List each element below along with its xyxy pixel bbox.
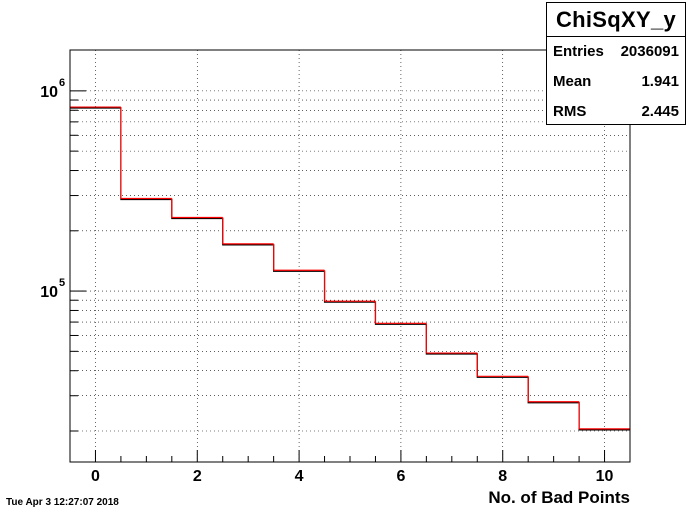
x-tick-label: 6 <box>396 468 405 485</box>
y-tick-base: 10 <box>40 284 58 301</box>
grid-lines <box>70 50 630 462</box>
y-tick-exponent: 5 <box>59 277 65 289</box>
x-tick-label: 2 <box>193 468 202 485</box>
y-tick-exponent: 6 <box>59 77 65 89</box>
stats-row-entries: Entries 2036091 <box>547 37 685 67</box>
stats-box: ChiSqXY_y Entries 2036091 Mean 1.941 RMS… <box>546 2 686 125</box>
stats-label: RMS <box>553 103 587 120</box>
stats-value: 1.941 <box>641 73 679 90</box>
x-axis-label: No. of Bad Points <box>488 488 630 507</box>
stats-title: ChiSqXY_y <box>547 3 685 37</box>
x-tick-label: 10 <box>596 468 614 485</box>
histogram-outline <box>70 107 630 431</box>
stats-label: Entries <box>553 43 604 60</box>
y-tick-label: 106 <box>40 77 65 101</box>
y-tick-base: 10 <box>40 84 58 101</box>
stats-row-rms: RMS 2.445 <box>547 97 685 127</box>
stats-row-mean: Mean 1.941 <box>547 67 685 97</box>
y-tick-label: 105 <box>40 277 65 301</box>
x-tick-label: 4 <box>295 468 304 485</box>
x-tick-label: 0 <box>91 468 100 485</box>
histogram-series <box>70 106 630 431</box>
stats-value: 2.445 <box>641 103 679 120</box>
x-tick-label: 8 <box>498 468 507 485</box>
stats-label: Mean <box>553 73 592 90</box>
stats-value: 2036091 <box>620 43 679 60</box>
timestamp: Tue Apr 3 12:27:07 2018 <box>6 497 119 508</box>
